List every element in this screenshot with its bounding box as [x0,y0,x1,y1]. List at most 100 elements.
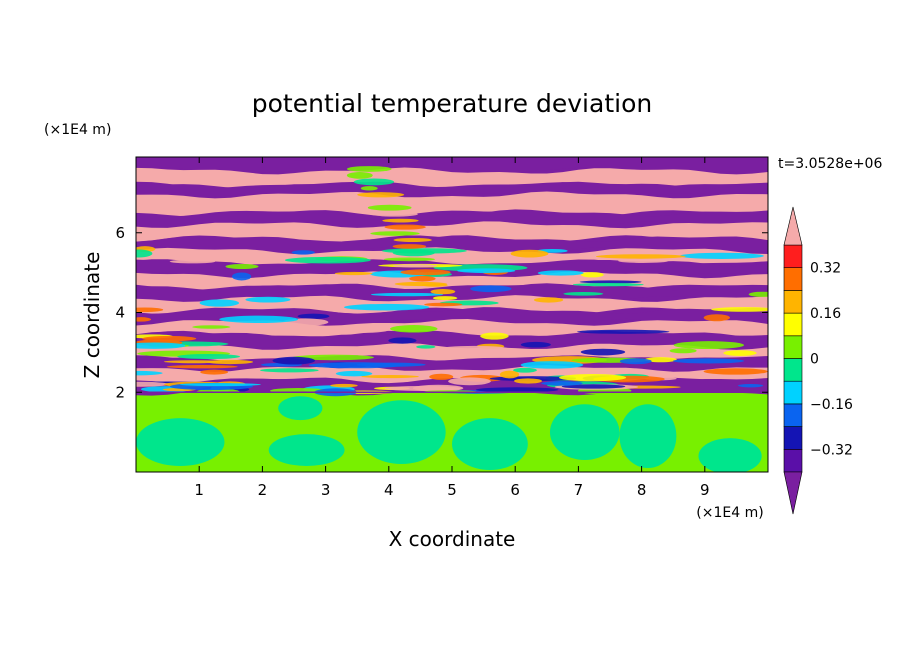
turbulence-streak [272,356,316,365]
colorbar-swatch [783,312,803,337]
x-tick-label: 9 [700,481,710,499]
x-tick-label: 5 [447,481,457,499]
turbulence-streak [429,373,454,380]
y-tick-label: 6 [115,224,125,242]
turbulence-streak [390,325,438,333]
x-tick-label: 1 [194,481,204,499]
turbulence-streak [291,250,315,255]
turbulence-streak [346,166,392,172]
turbulence-streak [392,264,438,268]
turbulence-streaks [136,166,768,397]
turbulence-streak [513,378,543,384]
mixed-layer-patch-2 [278,396,323,421]
turbulence-streak [748,291,768,297]
colorbar-swatch [783,380,803,405]
turbulence-streak [370,231,420,236]
turbulence-streak [219,315,299,324]
turbulence-streak [335,370,373,377]
colorbar-tick-label: −0.16 [810,397,853,413]
x-tick-label: 6 [510,481,520,499]
turbulence-streak [669,348,697,354]
turbulence-streak [367,204,412,211]
colorbar-extend-top [783,206,803,246]
layer-band-1 [136,167,768,189]
x-axis-label: X coordinate [389,527,516,551]
layer-band-0 [136,157,768,174]
turbulence-streak [475,387,559,393]
turbulence-streak [284,256,371,264]
turbulence-streak [448,377,491,386]
y-tick-label: 4 [115,304,125,322]
turbulence-streak [330,383,358,388]
turbulence-streak [245,296,291,303]
y-unit-label: (×1E4 m) [44,122,111,138]
x-unit-label: (×1E4 m) [696,505,763,521]
colorbar-swatch [783,267,803,291]
mixed-layer-patch-4 [452,418,528,471]
turbulence-streak [370,292,444,297]
turbulence-streak [619,358,652,365]
turbulence-streak [169,259,216,264]
turbulence-streak [533,297,564,303]
turbulence-streak [346,172,373,179]
turbulence-streak [563,291,604,296]
turbulence-streak [510,249,549,258]
turbulence-streak [711,307,768,312]
colorbar-swatch [783,290,803,314]
mixed-layer-patches [136,396,762,472]
colorbar-swatch [783,426,803,450]
mixed-layer-patch-7 [698,438,762,472]
turbulence-streak [703,314,730,322]
colorbar-swatch [783,244,803,269]
turbulence-streak [383,257,435,262]
turbulence-streak [353,178,395,186]
mixed-layer-patch-6 [619,404,677,469]
turbulence-streak [577,329,670,334]
turbulence-streak [596,254,686,259]
plot-area [136,157,768,472]
turbulence-streak [409,275,436,282]
layer-band-6 [136,235,768,253]
turbulence-streak [579,280,642,284]
turbulence-streak [260,368,319,373]
colorbar: 0.32 0.16 0 −0.16 −0.32 [783,206,853,515]
turbulence-streak [136,342,186,349]
turbulence-streak [392,249,436,257]
turbulence-streak [320,327,388,334]
turbulence-streak [384,385,461,391]
turbulence-streak [360,186,378,191]
turbulence-streak [470,285,512,293]
turbulence-streak [737,384,764,388]
layer-band-2 [136,181,768,199]
turbulence-streak [334,271,373,276]
turbulence-streak [595,370,665,376]
turbulence-streak [384,224,426,230]
mixed-layer-patch-3 [357,400,446,465]
colorbar-tick-label: −0.32 [810,442,853,458]
turbulence-streak [618,258,669,263]
turbulence-streak [177,353,241,360]
turbulence-streak [136,317,152,322]
turbulence-streak [580,272,604,278]
turbulence-streak [703,368,768,375]
colorbar-swatch [783,403,803,427]
turbulence-streak [424,302,463,307]
turbulence-streak [432,296,458,301]
turbulence-streak [136,249,153,258]
turbulence-streak [232,272,252,281]
turbulence-streak [416,345,436,349]
x-tick-label: 8 [637,481,647,499]
turbulence-streak [199,299,240,307]
turbulence-streak [520,341,551,348]
colorbar-tick-label: 0 [810,352,819,368]
chart-title: potential temperature deviation [252,89,652,118]
turbulence-streak [580,348,626,356]
turbulence-streak [344,303,430,311]
colorbar-extend-bottom [783,471,803,515]
turbulence-streak [561,384,626,389]
turbulence-streak [673,341,745,349]
turbulence-streak [179,383,261,387]
x-tick-label: 2 [258,481,268,499]
turbulence-streak [513,367,537,373]
